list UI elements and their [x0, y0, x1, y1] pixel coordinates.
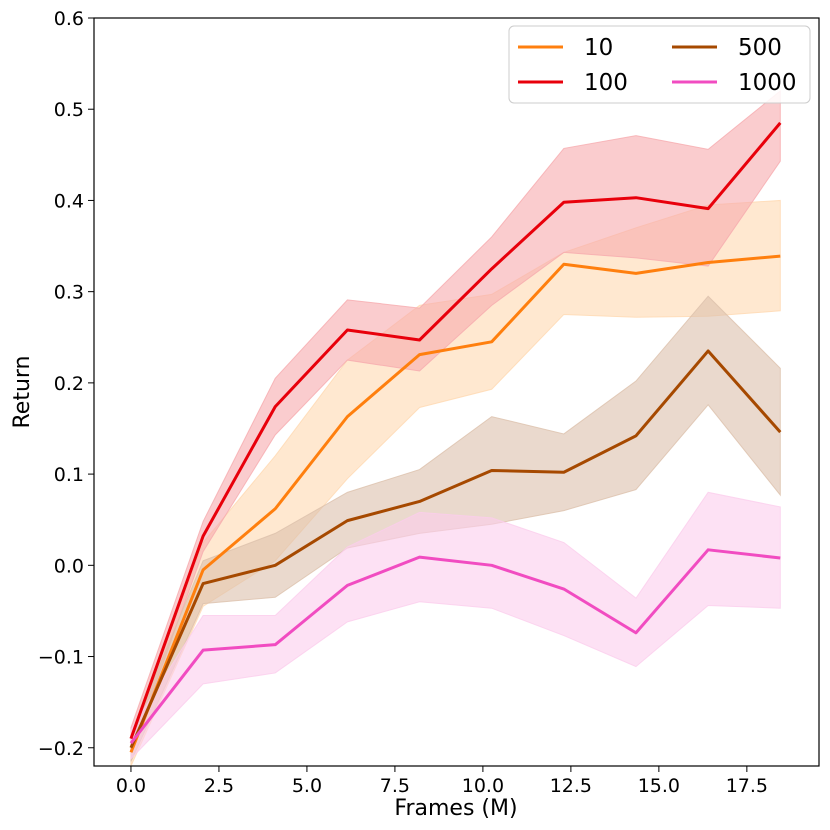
x-tick-label: 12.5	[550, 775, 592, 797]
legend-label-1000: 1000	[738, 70, 797, 96]
legend: 10 100 500 1000	[508, 25, 811, 104]
legend-label-10: 10	[584, 35, 613, 61]
x-tick-label: 17.5	[726, 775, 768, 797]
y-tick-label: −0.2	[38, 738, 84, 760]
plot-frame	[93, 17, 820, 767]
y-tick-label: 0.1	[54, 464, 84, 486]
y-tick-label: 0.2	[54, 373, 84, 395]
x-axis-ticks: 0.0 2.5 5.0 7.5 10.0 12.5 15.0 17.5	[116, 766, 768, 797]
x-tick-label: 2.5	[204, 775, 234, 797]
series-line-500	[129, 349, 782, 749]
band-100	[130, 89, 781, 753]
series-line-1000	[129, 548, 781, 745]
x-tick-label: 5.0	[292, 775, 322, 797]
x-tick-label: 15.0	[638, 775, 680, 797]
x-axis-title: Frames (M)	[394, 796, 517, 821]
y-tick-label: 0.6	[54, 8, 84, 30]
x-tick-label: 7.5	[380, 775, 410, 797]
x-tick-label: 10.0	[462, 775, 504, 797]
series-lines	[129, 121, 782, 753]
y-tick-label: 0.4	[54, 190, 84, 212]
y-tick-label: 0.5	[54, 99, 84, 121]
band-1000	[130, 491, 781, 760]
series-line-10	[129, 254, 781, 753]
y-tick-label: −0.1	[38, 647, 84, 669]
series-line-100	[129, 121, 782, 740]
y-tick-label: 0.3	[54, 282, 84, 304]
legend-label-100: 100	[584, 70, 628, 96]
y-axis-title: Return	[10, 355, 35, 428]
x-tick-label: 0.0	[116, 775, 146, 797]
y-tick-label: 0.0	[54, 555, 84, 577]
y-axis-ticks: −0.2 −0.1 0.0 0.1 0.2 0.3 0.4 0.5 0.6	[38, 8, 94, 760]
confidence-bands	[130, 89, 781, 767]
legend-label-500: 500	[738, 35, 782, 61]
legend-box	[508, 25, 811, 104]
